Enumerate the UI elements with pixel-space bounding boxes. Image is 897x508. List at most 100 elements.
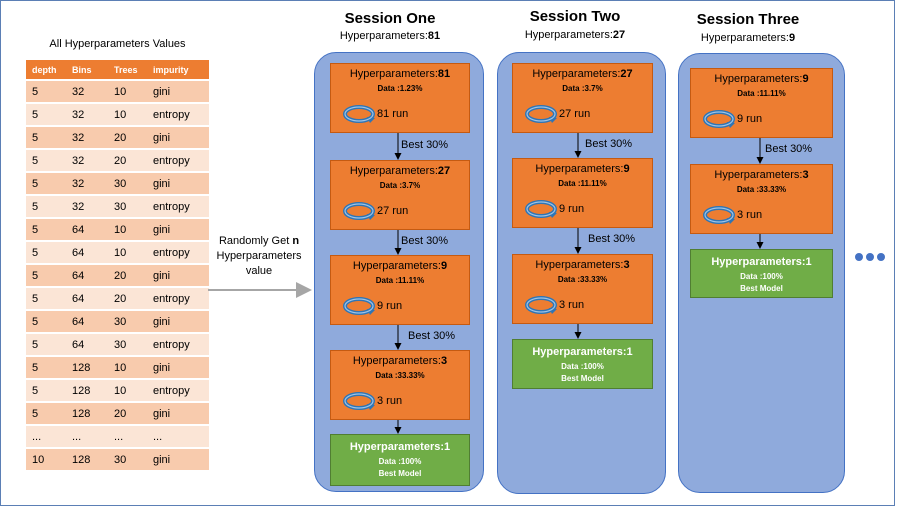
- stage-data: Data :3.7%: [379, 181, 421, 190]
- session-three-sub-value: 9: [788, 32, 796, 44]
- table-row: 5 128 20 gini: [26, 403, 209, 424]
- table-cell: 10: [108, 104, 147, 125]
- table-cell: 5: [26, 403, 66, 424]
- table-row: 5 128 10 entropy: [26, 380, 209, 401]
- table-cell: gini: [147, 311, 209, 332]
- table-cell: 5: [26, 288, 66, 309]
- table-cell: 64: [66, 311, 108, 332]
- table-row: 5 32 20 entropy: [26, 150, 209, 171]
- stage-hyperparameters: Hyperparameters:3: [535, 259, 630, 271]
- table-cell: gini: [147, 219, 209, 240]
- table-cell: gini: [147, 265, 209, 286]
- table-cell: 20: [108, 150, 147, 171]
- loop-icon: [525, 105, 557, 123]
- best-model-box: Hyperparameters:1 Data :100% Best Model: [690, 249, 833, 298]
- stage-hyperparameters: Hyperparameters:3: [352, 355, 448, 367]
- table-row: ............: [26, 426, 209, 447]
- table-cell: 10: [108, 219, 147, 240]
- table-cell: 32: [66, 81, 108, 102]
- table-cell: entropy: [147, 334, 209, 355]
- stage-box: Hyperparameters:27 Data :3.7% 27 run: [330, 160, 470, 230]
- best-30-label: Best 30%: [765, 143, 813, 155]
- table-cell: entropy: [147, 242, 209, 263]
- random-label-line3: value: [245, 265, 273, 277]
- table-cell: 32: [66, 196, 108, 217]
- stage-data: Data :33.33%: [375, 371, 425, 380]
- session-one-title: Session One: [344, 10, 436, 27]
- table-cell: 64: [66, 288, 108, 309]
- table-cell: 5: [26, 242, 66, 263]
- table-cell: entropy: [147, 104, 209, 125]
- more-sessions-dot-2: [866, 253, 874, 261]
- best-30-label: Best 30%: [401, 139, 449, 151]
- table-cell: 64: [66, 242, 108, 263]
- table-cell: 20: [108, 288, 147, 309]
- table-cell: entropy: [147, 288, 209, 309]
- header-depth: depth: [26, 60, 66, 79]
- session-one-sub-value: 81: [427, 30, 441, 42]
- final-data: Data :100%: [740, 272, 783, 281]
- table-cell: ...: [66, 426, 108, 447]
- best-model-label: Best Model: [740, 284, 783, 293]
- table-cell: entropy: [147, 380, 209, 401]
- table-cell: 30: [108, 311, 147, 332]
- table-cell: 128: [66, 380, 108, 401]
- table-cell: 5: [26, 380, 66, 401]
- stage-box: Hyperparameters:3 Data :33.33% 3 run: [330, 350, 470, 420]
- random-label-line2: Hyperparameters: [216, 250, 302, 262]
- best-30-label: Best 30%: [408, 330, 456, 342]
- stage-hyperparameters: Hyperparameters:3: [714, 169, 809, 181]
- table-cell: 64: [66, 265, 108, 286]
- header-impurity: impurity: [147, 60, 209, 79]
- table-row: 5 64 10 entropy: [26, 242, 209, 263]
- session-three-subtitle: Hyperparameters:9: [673, 32, 823, 44]
- header-bins: Bins: [66, 60, 108, 79]
- table-cell: ...: [147, 426, 209, 447]
- stage-box: Hyperparameters:27 Data :3.7% 27 run: [512, 63, 653, 133]
- table-row: 5 64 20 gini: [26, 265, 209, 286]
- random-label-prefix: Randomly Get: [218, 235, 293, 247]
- stage-box: Hyperparameters:9 Data :11.11% 9 run: [690, 68, 833, 138]
- table-row: 5 32 10 entropy: [26, 104, 209, 125]
- loop-icon: [343, 105, 375, 123]
- best-model-label: Best Model: [378, 469, 422, 478]
- final-data: Data :100%: [561, 362, 604, 371]
- stage-hyperparameters: Hyperparameters:81: [349, 68, 451, 80]
- stage-run: 27 run: [377, 205, 409, 217]
- session-two-sub-label: Hyperparameters:: [524, 29, 613, 41]
- table-row: 5 32 30 gini: [26, 173, 209, 194]
- table-cell: 20: [108, 127, 147, 148]
- stage-hyperparameters: Hyperparameters:9: [714, 73, 809, 85]
- stage-hyperparameters: Hyperparameters:27: [532, 68, 633, 80]
- stage-data: Data :33.33%: [736, 185, 787, 194]
- stage-data: Data :1.23%: [377, 84, 423, 93]
- best-30-label: Best 30%: [401, 235, 449, 247]
- table-row: 10 128 30 gini: [26, 449, 209, 470]
- table-cell: 128: [66, 403, 108, 424]
- loop-icon: [343, 297, 375, 315]
- table-row: 5 32 30 entropy: [26, 196, 209, 217]
- stage-data: Data :11.11%: [737, 89, 786, 98]
- random-selection-label: Randomly Get n Hyperparameters value: [205, 234, 313, 279]
- table-cell: 32: [66, 150, 108, 171]
- loop-icon: [525, 200, 557, 218]
- stage-hyperparameters: Hyperparameters:27: [349, 165, 451, 177]
- more-sessions-dot-3: [877, 253, 885, 261]
- stage-data: Data :3.7%: [562, 84, 603, 93]
- table-cell: 5: [26, 311, 66, 332]
- final-hyperparameters: Hyperparameters:1: [532, 346, 633, 358]
- session-two-subtitle: Hyperparameters:27: [500, 29, 650, 41]
- table-cell: 64: [66, 219, 108, 240]
- table-row: 5 32 10 gini: [26, 81, 209, 102]
- table-cell: 5: [26, 173, 66, 194]
- stage-run: 27 run: [559, 108, 591, 120]
- table-row: 5 32 20 gini: [26, 127, 209, 148]
- table-cell: 10: [108, 242, 147, 263]
- table-cell: ...: [26, 426, 66, 447]
- session-one-subtitle: Hyperparameters:81: [315, 30, 465, 42]
- stage-box: Hyperparameters:81 Data :1.23% 81 run: [330, 63, 470, 133]
- table-cell: 5: [26, 265, 66, 286]
- table-cell: gini: [147, 173, 209, 194]
